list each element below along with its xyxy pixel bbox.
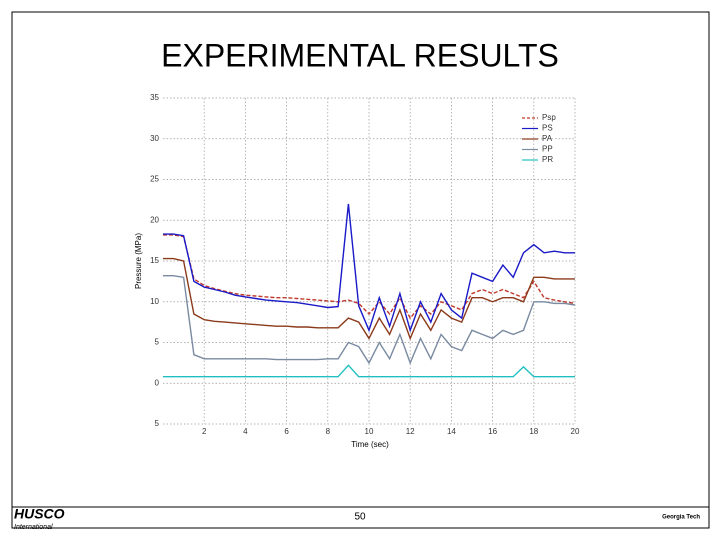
series-line <box>163 275 576 365</box>
x-tick-label: 16 <box>488 427 497 436</box>
series-line <box>163 234 576 320</box>
left-logo-sub: International <box>14 524 53 531</box>
x-tick-label: 14 <box>447 427 456 436</box>
y-tick-label: 0 <box>155 378 160 387</box>
y-tick-label: 25 <box>150 175 159 184</box>
y-axis-label: Pressure (MPa) <box>134 233 143 289</box>
right-logo: Georgia Tech <box>662 515 700 521</box>
legend-label: PS <box>542 124 553 133</box>
y-tick-label: 15 <box>150 256 159 265</box>
x-tick-label: 20 <box>571 427 580 436</box>
legend-label: Psp <box>542 113 556 122</box>
x-tick-label: 18 <box>529 427 538 436</box>
y-tick-label: 5 <box>155 419 160 428</box>
x-tick-label: 12 <box>406 427 415 436</box>
y-tick-label: 35 <box>150 93 159 102</box>
legend-label: PA <box>542 134 553 143</box>
series-line <box>163 257 575 341</box>
x-tick-label: 2 <box>202 427 207 436</box>
x-tick-label: 10 <box>365 427 374 436</box>
slide-title: EXPERIMENTAL RESULTS <box>161 37 559 73</box>
x-tick-label: 8 <box>326 427 331 436</box>
x-axis-label: Time (sec) <box>351 440 389 449</box>
slide-border <box>11 11 710 529</box>
series-line <box>163 364 575 378</box>
y-tick-label: 30 <box>150 134 159 143</box>
x-tick-label: 6 <box>284 427 289 436</box>
x-tick-label: 4 <box>243 427 248 436</box>
legend-label: PP <box>542 145 553 154</box>
left-logo: HUSCO <box>14 506 65 522</box>
legend-label: PR <box>542 155 553 164</box>
y-tick-label: 5 <box>155 338 160 347</box>
page-number: 50 <box>354 512 366 523</box>
y-tick-label: 10 <box>150 297 159 306</box>
series-line <box>163 203 575 333</box>
y-tick-label: 20 <box>150 215 159 224</box>
